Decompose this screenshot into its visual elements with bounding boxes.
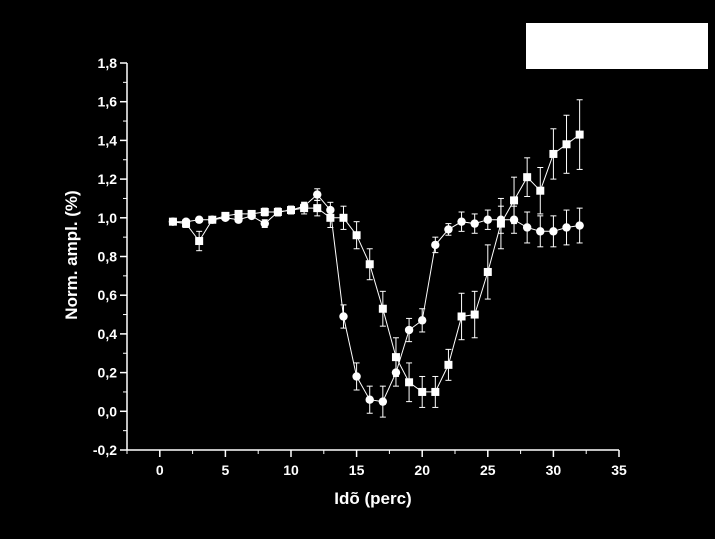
- data-point: [326, 213, 335, 222]
- x-tick-label: 30: [546, 462, 562, 478]
- series-square: [168, 99, 584, 408]
- data-point: [431, 240, 440, 250]
- data-point: [562, 223, 571, 232]
- y-tick-label: 0,2: [98, 365, 118, 381]
- data-point: [510, 196, 519, 205]
- data-point: [549, 227, 558, 236]
- y-tick-label: 1,4: [98, 132, 118, 148]
- data-point: [352, 231, 361, 240]
- data-point: [405, 378, 414, 387]
- data-point: [391, 353, 400, 362]
- data-point: [378, 397, 388, 406]
- x-axis-label: Idõ (perc): [334, 489, 411, 508]
- y-tick-label: -0,2: [93, 442, 117, 458]
- data-point: [536, 186, 545, 195]
- data-point: [522, 223, 532, 232]
- data-point: [339, 312, 348, 321]
- data-point: [300, 204, 309, 213]
- data-point: [523, 173, 532, 182]
- y-tick-label: 1,8: [98, 55, 118, 71]
- axes: -0,2 0,0 0,2 0,4 0,6 0,8 1,0 1,2 1,4 1,6 1,8 0 5 10 15…: [93, 55, 627, 478]
- data-point: [182, 219, 191, 228]
- data-point: [444, 360, 453, 369]
- y-tick-label: 0,4: [98, 326, 118, 342]
- data-point: [168, 217, 177, 226]
- data-point: [549, 149, 558, 158]
- data-point: [431, 387, 440, 396]
- data-point: [483, 267, 492, 276]
- data-point: [287, 206, 295, 215]
- data-point: [418, 316, 427, 325]
- data-point: [457, 312, 466, 321]
- y-tick-label: 1,0: [98, 210, 118, 226]
- data-point: [483, 215, 492, 224]
- data-point: [575, 221, 584, 230]
- data-point: [247, 209, 256, 218]
- data-point: [536, 227, 545, 236]
- data-point: [313, 204, 322, 213]
- data-point: [260, 207, 269, 216]
- x-tick-label: 15: [349, 462, 365, 478]
- x-tick-label: 20: [414, 462, 430, 478]
- y-tick-label: 1,6: [98, 94, 118, 110]
- data-point: [339, 213, 348, 222]
- data-point: [260, 219, 269, 228]
- series-line: [172, 193, 580, 403]
- legend-box: [526, 23, 708, 69]
- data-point: [208, 215, 217, 224]
- y-tick-label: 0,6: [98, 287, 118, 303]
- series-group: [168, 99, 584, 418]
- x-tick-label: 35: [611, 462, 627, 478]
- x-tick-label: 10: [283, 462, 299, 478]
- data-point: [352, 372, 361, 381]
- data-point: [378, 304, 387, 313]
- data-point: [234, 209, 243, 218]
- y-tick-label: 0,0: [98, 403, 118, 419]
- data-point: [457, 217, 466, 226]
- y-axis-label: Norm. ampl. (%): [62, 190, 81, 319]
- x-tick-label: 25: [480, 462, 496, 478]
- data-point: [194, 215, 204, 224]
- data-point: [365, 260, 374, 269]
- data-point: [273, 207, 282, 216]
- data-point: [562, 140, 571, 149]
- data-point: [496, 219, 505, 228]
- series-line: [172, 134, 580, 393]
- data-point: [365, 395, 374, 404]
- data-point: [470, 219, 479, 228]
- data-point: [221, 211, 230, 220]
- data-point: [444, 225, 453, 234]
- data-point: [418, 387, 427, 396]
- y-tick-label: 1,2: [98, 171, 118, 187]
- data-point: [195, 237, 204, 246]
- data-point: [575, 130, 584, 139]
- x-tick-label: 5: [222, 462, 230, 478]
- data-point: [404, 325, 414, 335]
- data-point: [313, 190, 322, 199]
- data-point: [470, 310, 479, 319]
- x-tick-label: 0: [156, 462, 164, 478]
- series-circle: [168, 188, 584, 418]
- y-tick-label: 0,8: [98, 249, 118, 265]
